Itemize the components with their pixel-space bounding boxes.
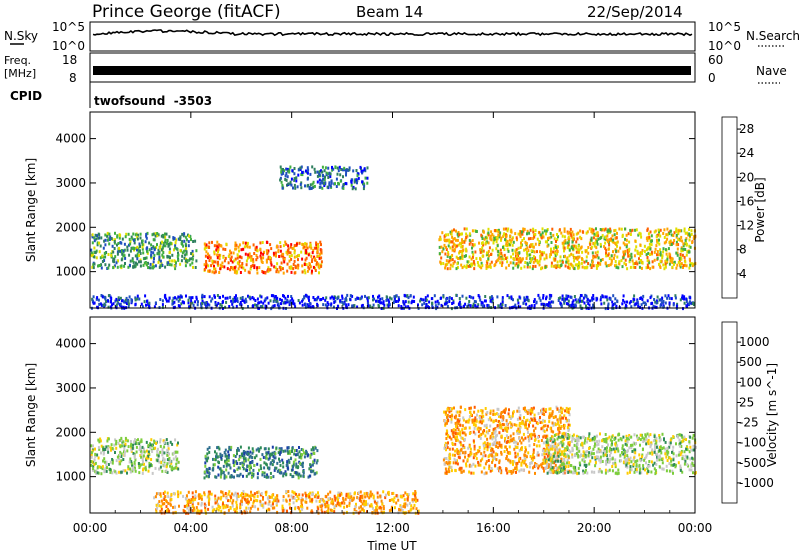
freq-tick-top: 18 (62, 53, 77, 67)
freq-unit: [MHz] (4, 67, 36, 80)
freq-label: Freq. (4, 54, 31, 67)
velocity-colorbar-label: Velocity [m s^-1] (765, 363, 779, 467)
x-tick-label: 08:00 (274, 521, 309, 535)
power-region-3 (279, 165, 368, 190)
nave-tick-bottom: 0 (708, 71, 716, 85)
velocity-colorbar-tick: 500 (739, 355, 762, 369)
power-colorbar-tick: 12 (739, 219, 754, 233)
nsearch-label: N.Search (746, 29, 800, 43)
freq-tick-bottom: 8 (69, 71, 77, 85)
velocity-panel: 1000 2000 3000 4000 Slant Range [km] 1000 50… (24, 317, 779, 515)
velocity-region-1 (204, 446, 319, 480)
power-colorbar-label: Power [dB] (753, 177, 767, 242)
power-colorbar-tick: 24 (739, 146, 754, 160)
cpid-label: CPID (10, 89, 42, 103)
station-title: Prince George (fitACF) (92, 2, 281, 22)
nsky-label: N.Sky (4, 29, 38, 43)
x-tick-label: 20:00 (577, 521, 612, 535)
velocity-ytick-label: 1000 (55, 470, 86, 484)
power-ytick-label: 1000 (55, 265, 86, 279)
date-title: 22/Sep/2014 (587, 3, 683, 21)
nave-label: Nave (756, 64, 787, 78)
velocity-colorbar-tick: -100 (739, 436, 766, 450)
velocity-colorbar-tick: -25 (739, 416, 759, 430)
x-tick-label: 00:00 (678, 521, 713, 535)
velocity-ytick-label: 2000 (55, 425, 86, 439)
nsky-tick-top: 10^5 (52, 20, 85, 34)
power-colorbar-tick: 28 (739, 122, 754, 136)
nsky-trace (93, 30, 692, 35)
cpid-value: twofsound -3503 (94, 94, 212, 108)
x-tick-label: 04:00 (174, 521, 209, 535)
velocity-colorbar-tick: -500 (739, 456, 766, 470)
velocity-scatter (90, 406, 697, 515)
power-region-0 (90, 232, 197, 270)
power-colorbar-tick: 4 (739, 267, 747, 281)
power-colorbar-tick: 20 (739, 170, 754, 184)
nsky-strip: N.Sky 10^5 10^0 10^5 10^0 N.Search (4, 20, 800, 53)
velocity-ylabel: Slant Range [km] (24, 363, 38, 467)
velocity-colorbar-tick: -1000 (739, 476, 774, 490)
freq-strip: Freq. [MHz] 18 8 60 0 Nave (4, 53, 787, 85)
cpid-row: CPID twofsound -3503 (10, 82, 212, 108)
velocity-colorbar-tick: 1000 (739, 335, 770, 349)
nsearch-tick-bottom: 10^0 (708, 39, 741, 53)
power-ylabel: Slant Range [km] (24, 158, 38, 262)
beam-title: Beam 14 (356, 3, 423, 21)
velocity-colorbar-tick: 25 (739, 395, 754, 409)
velocity-region-0 (90, 437, 180, 475)
power-colorbar: 4 8 12 16 20 24 28 (722, 117, 754, 298)
power-colorbar-tick: 16 (739, 194, 754, 208)
power-panel: 1000 2000 3000 4000 Slant Range [km] 4 8 12 16… (24, 112, 767, 310)
x-tick-label: 00:00 (73, 521, 108, 535)
power-scatter (90, 165, 696, 310)
x-tick-label: 16:00 (476, 521, 511, 535)
freq-band (93, 66, 691, 75)
power-colorbar-tick: 8 (739, 243, 747, 257)
velocity-region-4 (153, 490, 420, 515)
power-region-1 (204, 241, 323, 275)
nave-tick-top: 60 (708, 53, 723, 67)
nsky-tick-bottom: 10^0 (52, 39, 85, 53)
power-ytick-label: 4000 (55, 132, 86, 146)
power-region-2 (438, 227, 696, 270)
nsearch-tick-top: 10^5 (708, 20, 741, 34)
x-tick-label: 12:00 (375, 521, 410, 535)
velocity-ytick-label: 4000 (55, 337, 86, 351)
power-ytick-label: 3000 (55, 176, 86, 190)
power-ytick-label: 2000 (55, 220, 86, 234)
velocity-colorbar-tick: 100 (739, 375, 762, 389)
velocity-ytick-label: 3000 (55, 381, 86, 395)
x-axis-label: Time UT (366, 539, 417, 553)
